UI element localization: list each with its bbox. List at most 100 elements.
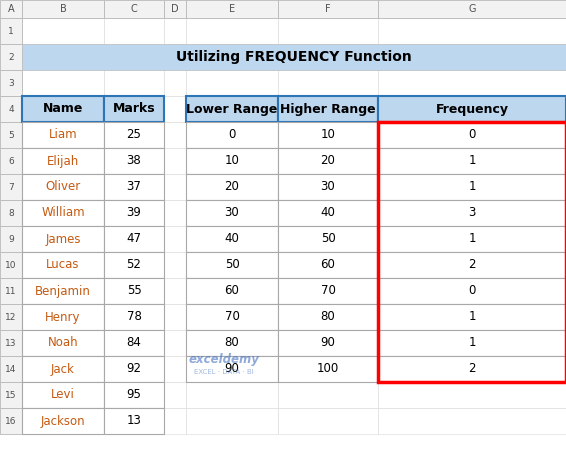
Bar (0, 18, 22, 44)
Bar (104, 44, 164, 70)
Bar (378, 148, 566, 174)
Text: 100: 100 (317, 363, 339, 376)
Text: 1: 1 (468, 336, 476, 350)
Bar (164, 252, 186, 278)
Text: 15: 15 (5, 391, 17, 400)
Bar (186, 200, 278, 226)
Bar (0, 44, 22, 70)
Text: 20: 20 (320, 155, 336, 167)
Bar (104, 356, 164, 382)
Text: 90: 90 (225, 363, 239, 376)
Text: 2: 2 (468, 258, 476, 272)
Bar (104, 96, 164, 122)
Bar (0, 356, 22, 382)
Text: Utilizing FREQUENCY Function: Utilizing FREQUENCY Function (176, 50, 412, 64)
Bar (164, 122, 186, 148)
Bar (164, 356, 186, 382)
Bar (104, 226, 164, 252)
Bar (104, 174, 164, 200)
Text: 95: 95 (127, 388, 142, 401)
Bar (0, 122, 22, 148)
Text: 20: 20 (225, 180, 239, 193)
Text: 60: 60 (225, 285, 239, 298)
Bar (104, 252, 164, 278)
Bar (104, 356, 164, 382)
Text: 39: 39 (127, 207, 142, 220)
Bar (104, 330, 164, 356)
Text: 5: 5 (8, 130, 14, 139)
Text: 78: 78 (127, 310, 142, 323)
Bar (378, 0, 566, 18)
Bar (22, 0, 104, 18)
Bar (278, 226, 378, 252)
Bar (104, 122, 164, 148)
Bar (278, 96, 378, 122)
Text: 10: 10 (5, 261, 17, 270)
Bar (0, 226, 22, 252)
Bar (0, 96, 22, 122)
Bar (186, 356, 278, 382)
Bar (186, 330, 278, 356)
Bar (378, 96, 566, 122)
Bar (186, 278, 278, 304)
Bar (378, 18, 566, 44)
Bar (0, 148, 22, 174)
Bar (104, 252, 164, 278)
Bar (378, 408, 566, 434)
Text: 13: 13 (127, 414, 142, 428)
Bar (378, 304, 566, 330)
Bar (186, 408, 278, 434)
Bar (104, 408, 164, 434)
Bar (278, 148, 378, 174)
Text: E: E (229, 4, 235, 14)
Bar (22, 200, 104, 226)
Text: 90: 90 (320, 336, 336, 350)
Bar (104, 148, 164, 174)
Bar (164, 304, 186, 330)
Bar (378, 226, 566, 252)
Bar (278, 174, 378, 200)
Bar (104, 408, 164, 434)
Text: B: B (59, 4, 66, 14)
Bar (22, 96, 104, 122)
Text: 12: 12 (5, 313, 16, 322)
Bar (22, 330, 104, 356)
Bar (164, 0, 186, 18)
Text: 9: 9 (8, 235, 14, 244)
Bar (378, 356, 566, 382)
Text: 70: 70 (225, 310, 239, 323)
Text: 60: 60 (320, 258, 336, 272)
Text: Liam: Liam (49, 129, 78, 142)
Bar (104, 200, 164, 226)
Bar (278, 252, 378, 278)
Text: Henry: Henry (45, 310, 81, 323)
Text: Name: Name (43, 102, 83, 115)
Bar (104, 200, 164, 226)
Bar (0, 330, 22, 356)
Bar (22, 44, 566, 70)
Bar (164, 174, 186, 200)
Bar (22, 122, 104, 148)
Bar (378, 122, 566, 382)
Bar (278, 252, 378, 278)
Bar (278, 148, 378, 174)
Bar (278, 304, 378, 330)
Bar (378, 70, 566, 96)
Bar (22, 226, 104, 252)
Bar (164, 330, 186, 356)
Bar (164, 44, 186, 70)
Bar (22, 382, 104, 408)
Bar (0, 252, 22, 278)
Bar (378, 174, 566, 200)
Text: 50: 50 (225, 258, 239, 272)
Bar (22, 44, 104, 70)
Bar (186, 226, 278, 252)
Text: 50: 50 (320, 233, 336, 245)
Bar (22, 148, 104, 174)
Bar (278, 122, 378, 148)
Bar (164, 382, 186, 408)
Bar (278, 330, 378, 356)
Bar (104, 304, 164, 330)
Bar (278, 200, 378, 226)
Text: 37: 37 (127, 180, 142, 193)
